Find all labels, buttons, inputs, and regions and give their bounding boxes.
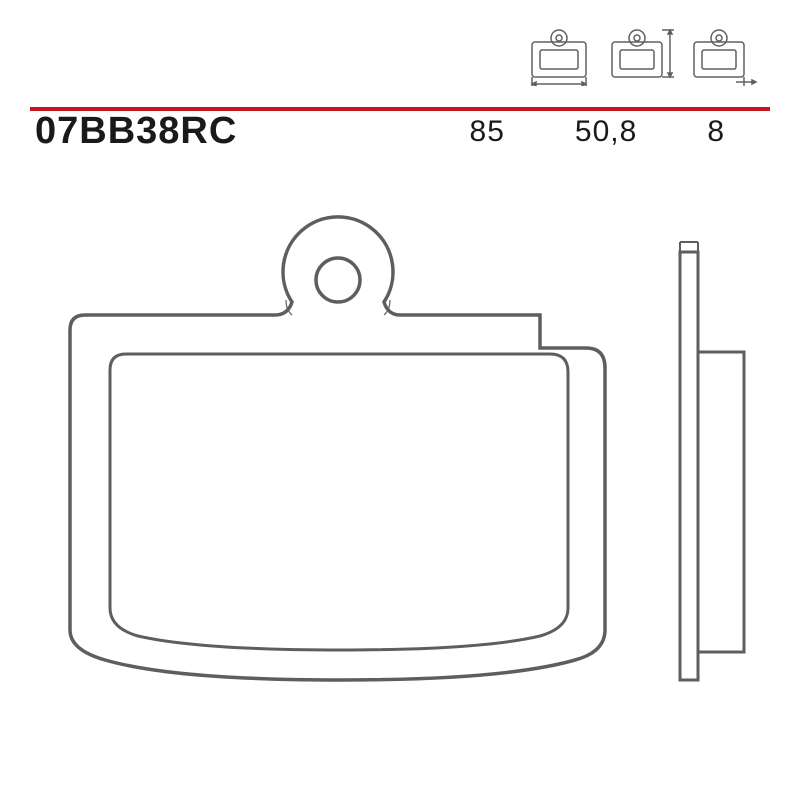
dimension-icon-row (522, 20, 760, 86)
width-dimension-icon (522, 20, 596, 86)
separator-line (30, 98, 770, 102)
technical-drawing (30, 200, 770, 760)
part-number: 07BB38RC (35, 110, 237, 153)
spec-row: 07BB38RC 85 50,8 8 (35, 110, 765, 153)
brake-pad-side-view (680, 242, 744, 680)
dimension-height: 50,8 (575, 115, 637, 149)
dimension-thickness: 8 (707, 115, 725, 149)
thickness-dimension-icon (686, 20, 760, 86)
dimension-width: 85 (470, 115, 505, 149)
height-dimension-icon (604, 20, 678, 86)
brake-pad-front-view (70, 217, 605, 680)
dimensions-group: 85 50,8 8 (470, 115, 765, 149)
